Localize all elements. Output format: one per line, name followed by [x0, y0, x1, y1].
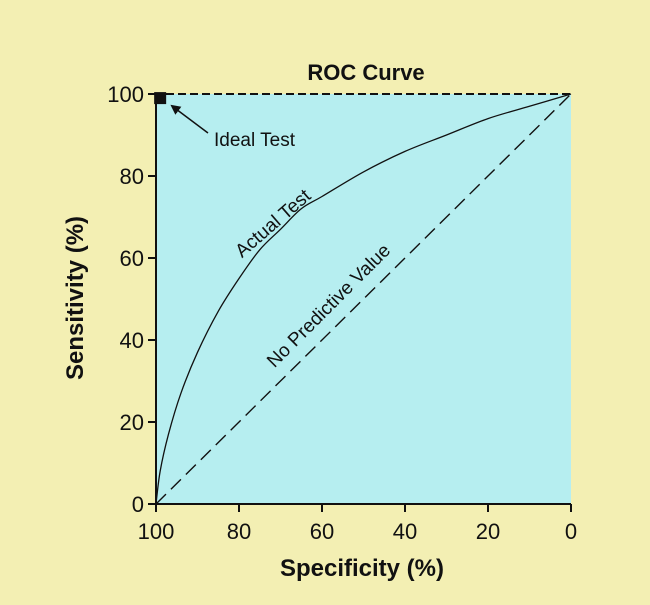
ideal-test-label: Ideal Test — [214, 130, 296, 151]
y-tick-label: 80 — [120, 164, 144, 189]
ideal-test-marker — [154, 92, 167, 105]
ideal-test-arrow — [170, 104, 209, 134]
x-axis-title: Specificity (%) — [280, 555, 444, 582]
y-tick-label: 0 — [132, 492, 144, 517]
chart-title: ROC Curve — [307, 60, 424, 85]
x-tick-label: 80 — [227, 519, 251, 544]
y-axis-title: Sensitivity (%) — [62, 216, 89, 380]
x-tick-label: 20 — [476, 519, 500, 544]
axes: 0 20 40 60 80 100 100 80 60 40 20 0 — [107, 82, 577, 544]
x-tick-label: 40 — [393, 519, 417, 544]
y-tick-label: 60 — [120, 246, 144, 271]
actual-test-curve — [155, 93, 572, 505]
y-tick-label: 100 — [107, 82, 144, 107]
x-tick-label: 0 — [565, 519, 577, 544]
x-tick-label: 60 — [310, 519, 334, 544]
no-predictive-value-line — [155, 93, 572, 505]
x-tick-label: 100 — [138, 519, 175, 544]
y-tick-label: 40 — [120, 328, 144, 353]
y-tick-label: 20 — [120, 410, 144, 435]
